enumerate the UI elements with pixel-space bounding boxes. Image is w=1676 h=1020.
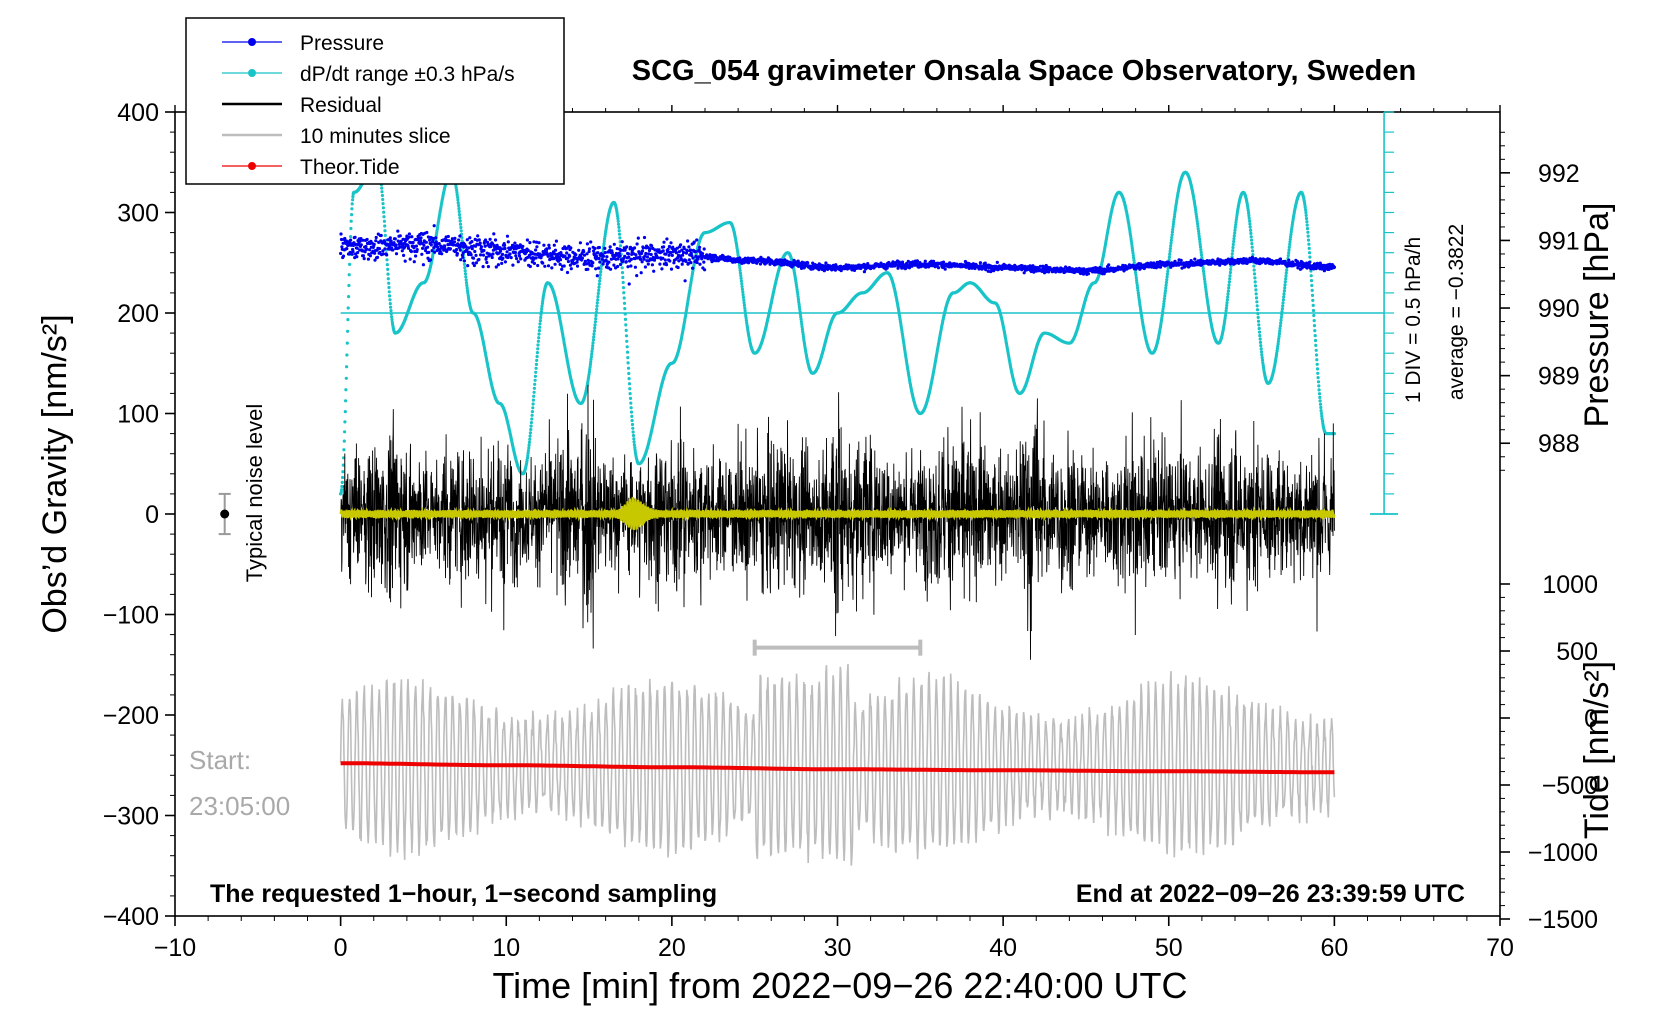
x-tick-label: 30 xyxy=(824,934,852,962)
dpdt-scale-label: 1 DIV = 0.5 hPa/h xyxy=(1402,237,1425,403)
legend-marker xyxy=(248,162,256,170)
start-label: Start: xyxy=(189,745,251,775)
footer-right-note: End at 2022−09−26 23:39:59 UTC xyxy=(1076,880,1465,908)
legend-label: Theor.Tide xyxy=(300,156,400,179)
x-tick-label: 70 xyxy=(1486,934,1514,962)
pressure-tick-label: 988 xyxy=(1538,430,1580,458)
legend-box xyxy=(185,17,565,185)
filtered-line xyxy=(339,496,1336,531)
residual-line xyxy=(340,384,1335,660)
footer-left-note: The requested 1−hour, 1−second sampling xyxy=(210,880,717,908)
tide-tick-label: 500 xyxy=(1556,638,1598,666)
tide-tick-label: −500 xyxy=(1542,772,1598,800)
x-tick-label: 0 xyxy=(334,934,348,962)
pressure-tick-label: 991 xyxy=(1538,227,1580,255)
y-tick-label: 100 xyxy=(117,401,159,429)
y-tick-label: 300 xyxy=(117,200,159,228)
residual-layer xyxy=(340,384,1335,660)
tide-tick-label: −1500 xyxy=(1528,906,1598,934)
legend-label: Pressure xyxy=(300,32,384,55)
tide-tick-label: −1000 xyxy=(1528,839,1598,867)
noise-point xyxy=(220,509,230,519)
average-label: average = −0.3822 xyxy=(1445,224,1468,400)
legend-marker xyxy=(248,38,256,46)
x-axis-label: Time [min] from 2022−09−26 22:40:00 UTC xyxy=(492,965,1187,1006)
y-tick-label: −300 xyxy=(103,803,159,831)
noise-level-label: Typical noise level xyxy=(242,404,267,583)
legend: Pressure dP/dt range ±0.3 hPa/s Residual 10… xyxy=(185,17,565,185)
filtered-layer xyxy=(339,496,1336,531)
pressure-tick-label: 992 xyxy=(1538,160,1580,188)
tide-tick-label: 1000 xyxy=(1542,571,1598,599)
chart-title: SCG_054 gravimeter Onsala Space Observat… xyxy=(632,55,1416,87)
legend-label: Residual xyxy=(300,94,382,117)
dpdt-line xyxy=(339,160,1337,496)
y-axis-left-label: Obs’d Gravity [nm/s²] xyxy=(36,314,74,633)
x-tick-label: 20 xyxy=(658,934,686,962)
legend-marker xyxy=(248,69,256,77)
pressure-tick-label: 990 xyxy=(1538,295,1580,323)
pressure-tick-label: 989 xyxy=(1538,363,1580,391)
x-tick-label: −10 xyxy=(154,934,196,962)
pressure-layer xyxy=(339,224,1337,286)
x-tick-label: 50 xyxy=(1155,934,1183,962)
tide-layer xyxy=(340,761,1335,775)
y-axis-pressure-label: Pressure [hPa] xyxy=(1578,203,1616,428)
axes-layer: −10 0 10 20 30 40 50 60 704003002001000−100−200−… xyxy=(103,99,1598,962)
start-time: 23:05:00 xyxy=(189,791,290,821)
x-tick-label: 40 xyxy=(989,934,1017,962)
slice-layer xyxy=(339,639,1336,866)
legend-label: dP/dt range ±0.3 hPa/s xyxy=(300,63,515,86)
y-tick-label: 0 xyxy=(145,501,159,529)
tide-tick-label: 0 xyxy=(1584,705,1598,733)
y-tick-label: 400 xyxy=(117,99,159,127)
pressure-line xyxy=(339,224,1337,286)
y-tick-label: 200 xyxy=(117,300,159,328)
y-tick-label: −100 xyxy=(103,602,159,630)
y-tick-label: −400 xyxy=(103,903,159,931)
x-tick-label: 10 xyxy=(492,934,520,962)
y-tick-label: −200 xyxy=(103,702,159,730)
x-tick-label: 60 xyxy=(1320,934,1348,962)
tide-line xyxy=(340,761,1335,775)
legend-label: 10 minutes slice xyxy=(300,125,451,148)
y-axis-tide-label: Tide [nm/s²] xyxy=(1578,661,1616,839)
dpdt-layer xyxy=(339,160,1337,496)
